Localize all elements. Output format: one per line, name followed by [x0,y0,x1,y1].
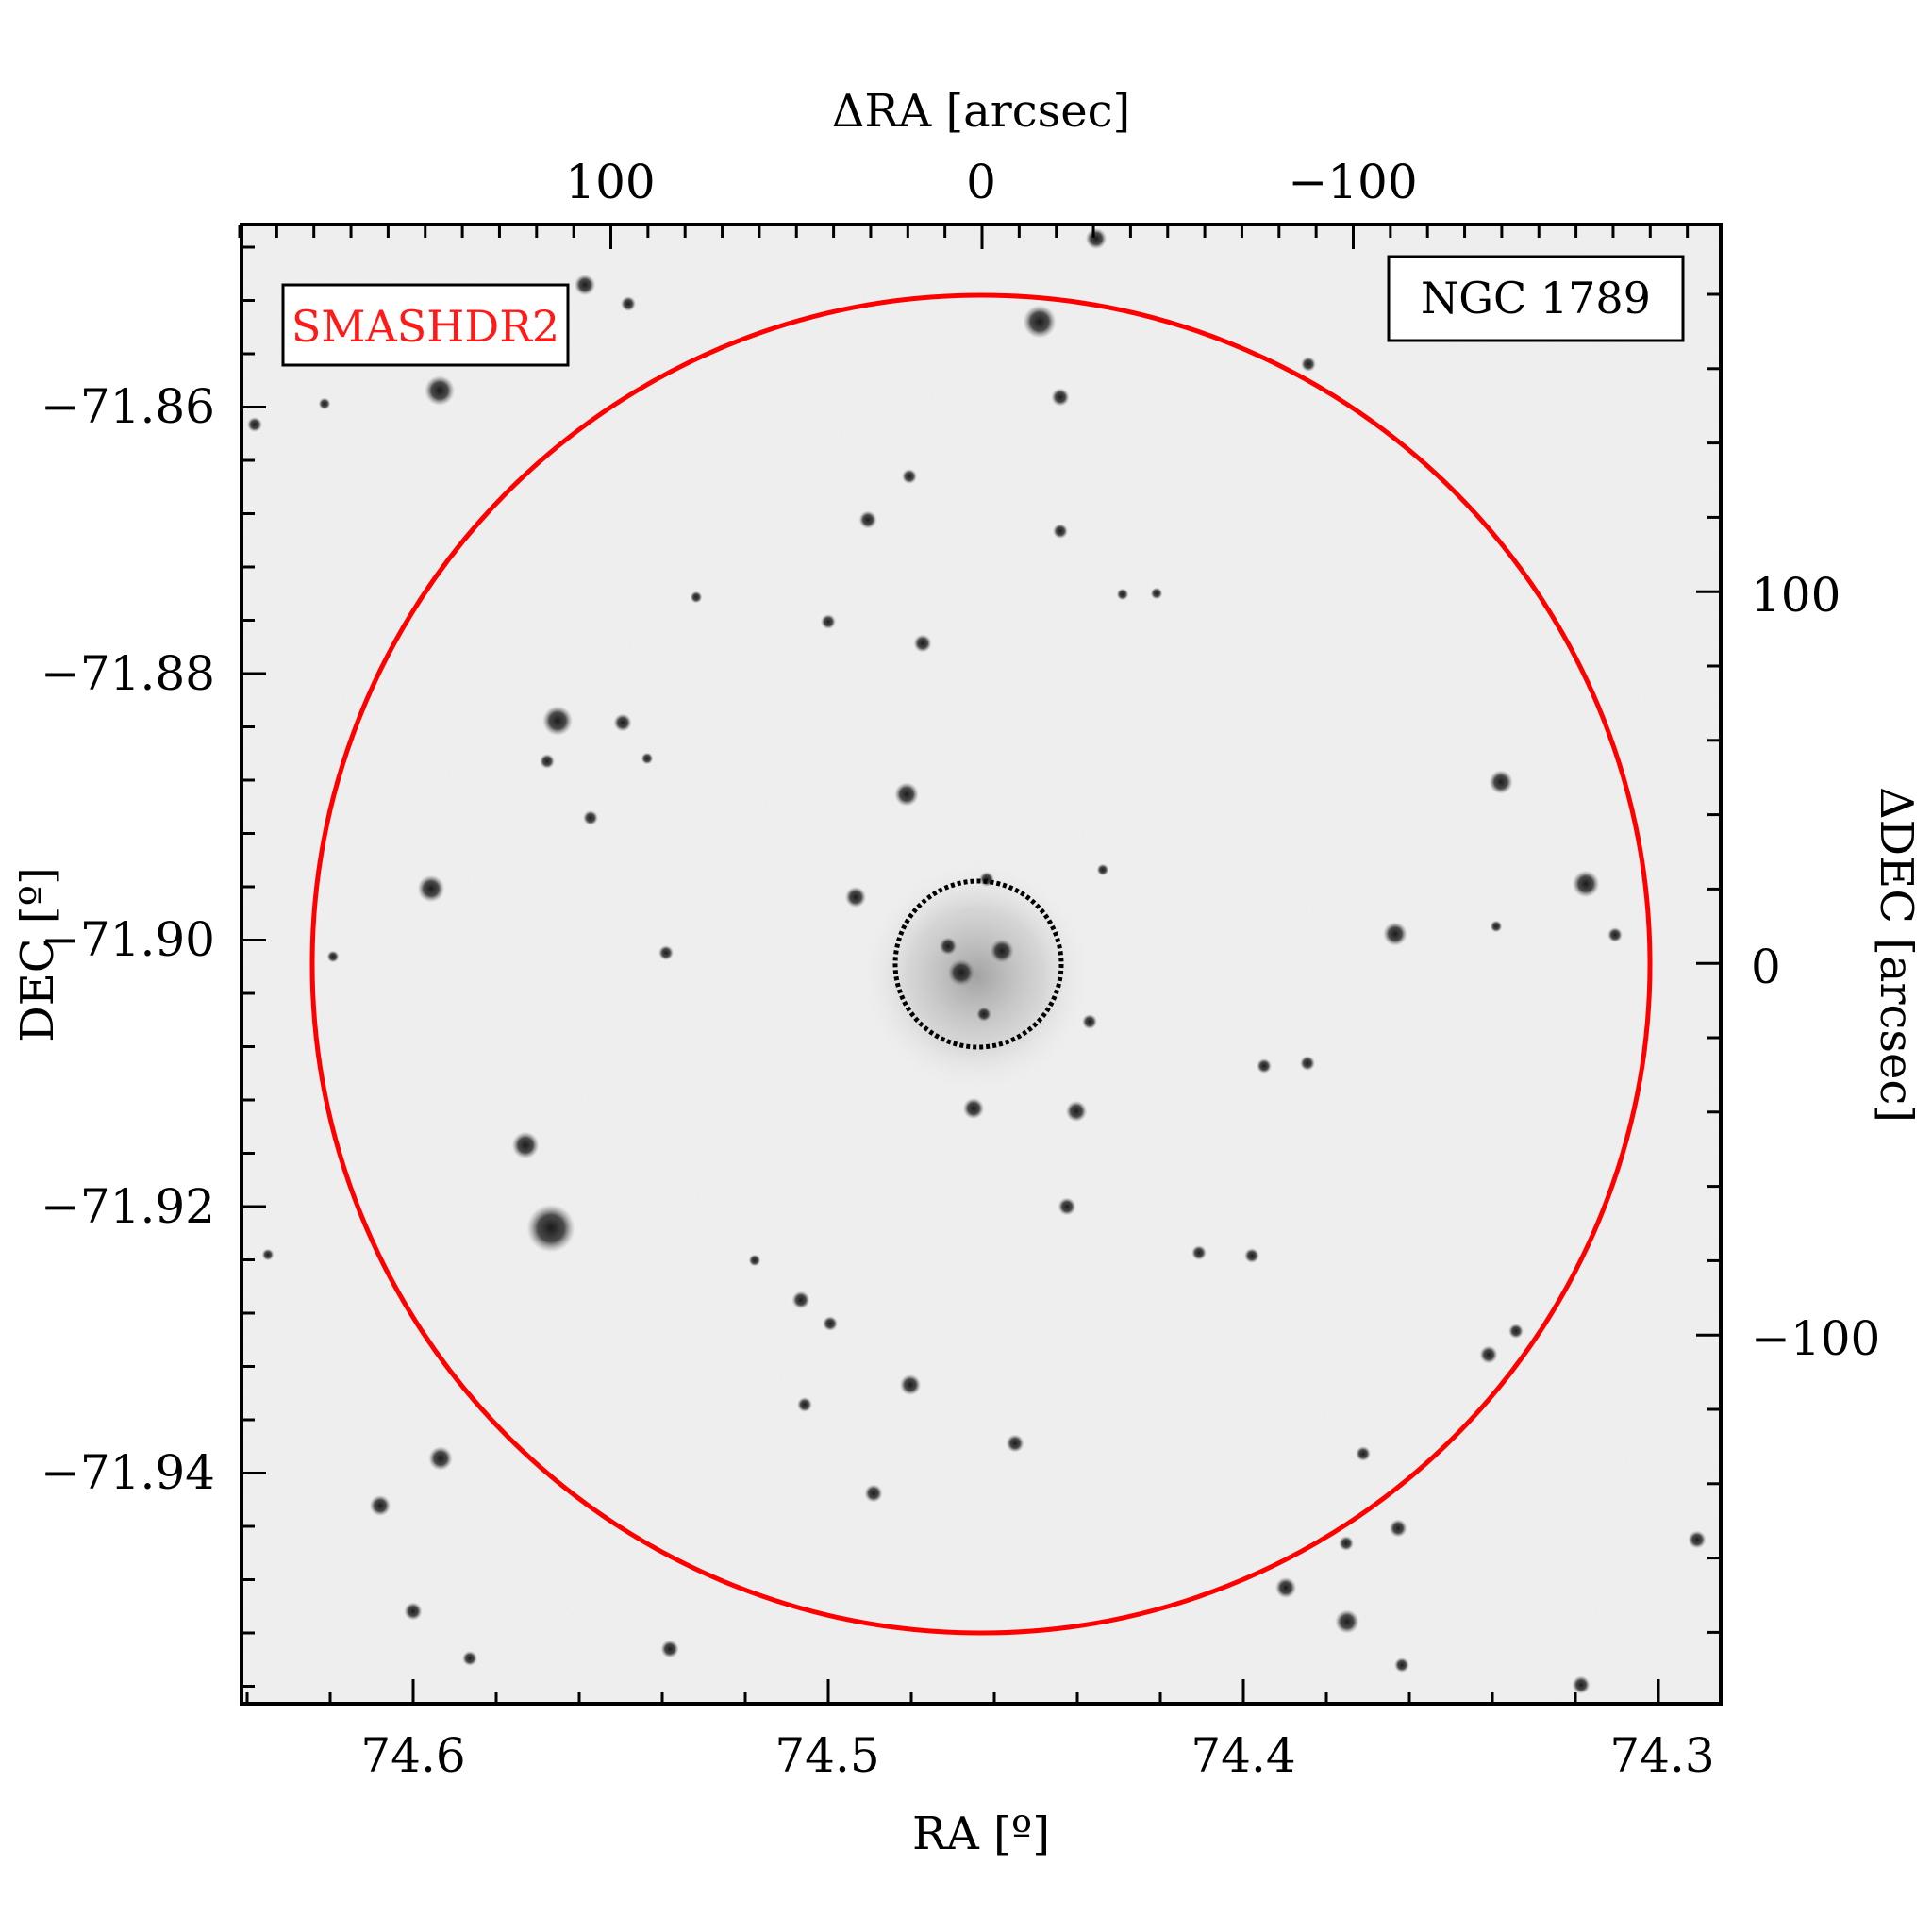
ddec-tick-label: −100 [1751,1311,1880,1366]
star [428,1446,453,1471]
star [821,614,836,629]
object-label: NGC 1789 [1421,273,1651,324]
ra-tick-label: 74.6 [360,1728,465,1783]
star [1053,524,1068,539]
dec-tick-label: −71.86 [41,379,215,434]
star [864,1484,883,1503]
star [1082,1014,1097,1029]
star [1394,1657,1409,1673]
axis-ticks [238,225,1721,1704]
star [1274,1576,1297,1599]
star [1300,1056,1315,1071]
star [247,417,262,432]
cluster-glow [863,863,1090,1090]
star [1572,870,1600,898]
dra-tick-label: 100 [565,155,655,209]
star-field [247,227,1707,1694]
star [261,1248,275,1261]
star [1607,927,1623,942]
star [1356,1446,1371,1461]
star [1096,863,1109,876]
star [823,1316,838,1331]
star [1572,1675,1591,1694]
star [1489,770,1513,794]
star [1389,1519,1407,1538]
star [797,1397,812,1412]
star [1688,1530,1707,1549]
star [613,713,632,732]
survey-label-box [281,283,570,367]
ra-tick-label: 74.5 [774,1728,879,1783]
star [526,1204,575,1253]
star [1023,305,1057,339]
survey-label: SMASHDR2 [291,301,559,352]
star [1058,1197,1076,1216]
star [1508,1324,1524,1339]
inner-dotted-circle [892,878,1064,1050]
star [894,782,919,807]
star [425,375,455,406]
star [660,1640,679,1658]
star [1006,1434,1024,1453]
star [791,1291,810,1309]
left-axis-title: DEC [º] [11,867,64,1042]
star [621,296,636,311]
dra-tick-label: −100 [1288,155,1417,209]
star [1150,587,1163,600]
star [858,510,877,529]
dec-tick-label: −71.90 [41,912,215,967]
star [976,1007,991,1022]
star [1085,227,1108,250]
star [641,752,654,765]
star [1191,1245,1207,1260]
star [902,469,917,484]
star [326,950,340,963]
star [1335,1609,1359,1634]
star [939,937,958,956]
star [658,945,674,960]
ddec-tick-label: 0 [1751,940,1781,994]
star [947,958,975,987]
top-axis-title: ΔRA [arcsec] [832,85,1131,138]
ra-tick-label: 74.3 [1609,1728,1714,1783]
star [990,939,1014,963]
star [1490,920,1503,933]
ra-tick-label: 74.4 [1191,1728,1295,1783]
star [583,810,598,825]
dec-tick-label: −71.88 [41,646,215,701]
star [1244,1248,1259,1263]
object-label-box [1387,255,1685,342]
star [748,1254,761,1267]
ddec-tick-label: 100 [1751,568,1840,623]
star [690,591,703,604]
star [540,754,555,769]
star [899,1374,922,1396]
dec-tick-label: −71.92 [41,1179,215,1234]
star [1065,1100,1088,1123]
star [913,634,932,653]
star [574,274,596,296]
star [542,706,573,736]
star [462,1651,477,1666]
star [1116,588,1129,601]
star [1051,388,1070,407]
bottom-axis-title: RA [º] [912,1807,1050,1860]
star [1301,357,1316,372]
star [404,1602,423,1621]
outer-red-circle [309,292,1653,1636]
dec-tick-label: −71.94 [41,1445,215,1500]
star [417,874,445,903]
right-axis-title: ΔDEC [arcsec] [1870,787,1923,1123]
star [1257,1058,1272,1074]
star [1339,1536,1354,1551]
star [844,886,867,908]
star [511,1131,540,1159]
star [318,397,331,410]
star [369,1494,391,1517]
dra-tick-label: 0 [966,155,996,209]
star [1383,922,1407,946]
star [1479,1345,1498,1364]
star [962,1097,985,1120]
